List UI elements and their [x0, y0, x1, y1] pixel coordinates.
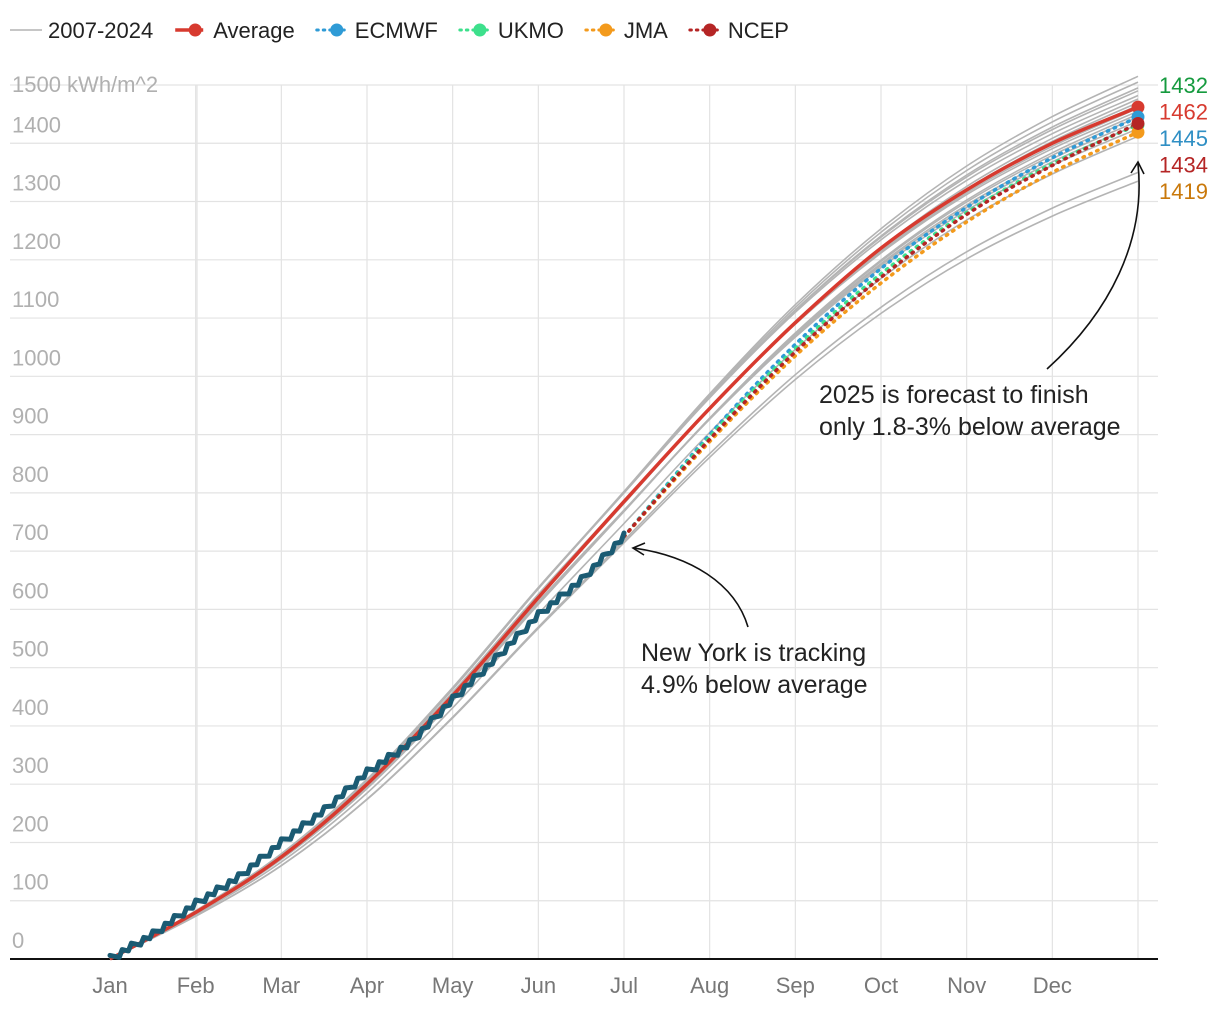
x-tick-label: Jul — [610, 973, 638, 998]
end-marker-average — [1131, 100, 1145, 114]
y-tick-label: 1200 — [12, 229, 61, 254]
legend-swatch-dot — [599, 23, 613, 37]
y-tick-label: 900 — [12, 404, 49, 429]
legend-label: Average — [213, 18, 295, 43]
y-tick-label: 300 — [12, 753, 49, 778]
legend-label: 2007-2024 — [48, 18, 153, 43]
x-tick-label: Apr — [350, 973, 384, 998]
legend-label: UKMO — [498, 18, 564, 43]
annotation-forecast-arrow — [1046, 163, 1140, 370]
annotation-tracking: New York is tracking 4.9% below average — [631, 542, 868, 699]
average-series-line — [109, 105, 1139, 961]
y-tick-label: 100 — [12, 870, 49, 895]
legend: 2007-2024 Average ECMWF UKMO JMA NCEP — [10, 18, 789, 43]
historical-year-line — [109, 135, 1139, 960]
y-axis-tick-labels: 0 100 200 300 400 500 600 700 800 900 1000 1100 1200… — [12, 112, 61, 953]
legend-swatch-dot — [473, 23, 487, 37]
legend-item-ukmo: UKMO — [458, 18, 564, 43]
end-label-1462: 1462 — [1159, 100, 1208, 125]
annotation-tracking-arrow — [633, 547, 749, 628]
y-tick-label: 500 — [12, 637, 49, 662]
y-tick-label: 200 — [12, 811, 49, 836]
y-tick-label: 1400 — [12, 112, 61, 137]
y-tick-label: 400 — [12, 695, 49, 720]
x-axis-tick-labels: Jan Feb Mar Apr May Jun Jul Aug Sep Oct Nov Dec — [92, 973, 1072, 998]
legend-item-ecmwf: ECMWF — [315, 18, 438, 43]
annotation-forecast-line1: 2025 is forecast to finish — [819, 381, 1089, 409]
x-tick-label: Mar — [262, 973, 300, 998]
x-tick-label: Nov — [947, 973, 986, 998]
legend-label: JMA — [624, 18, 668, 43]
annotation-forecast-arrowhead — [1130, 160, 1145, 175]
x-tick-label: Dec — [1033, 973, 1072, 998]
legend-item-jma: JMA — [584, 18, 668, 43]
legend-item-ncep: NCEP — [688, 18, 789, 43]
y-tick-label: 800 — [12, 462, 49, 487]
annotation-forecast-line2: only 1.8-3% below average — [819, 413, 1121, 441]
annotation-forecast: 2025 is forecast to finish only 1.8-3% b… — [819, 160, 1145, 441]
end-label-1432: 1432 — [1159, 73, 1208, 98]
annotation-tracking-arrowhead — [631, 542, 646, 556]
forecast-line-ecmwf — [622, 115, 1140, 539]
legend-item-average: Average — [175, 18, 295, 43]
legend-label: ECMWF — [355, 18, 438, 43]
x-tick-label: May — [432, 973, 474, 998]
y-axis-unit-label: 1500 kWh/m^2 — [12, 72, 158, 97]
average-line — [109, 105, 1139, 961]
legend-swatch-dot — [330, 23, 344, 37]
y-tick-label: 1100 — [12, 287, 59, 312]
x-tick-label: Oct — [864, 973, 898, 998]
vertical-gridlines — [195, 85, 1139, 959]
annotation-tracking-line1: New York is tracking — [641, 639, 866, 667]
x-tick-label: Feb — [177, 973, 215, 998]
end-point-markers — [1131, 100, 1145, 139]
end-label-1445: 1445 — [1159, 126, 1208, 151]
legend-swatch-dot — [703, 23, 717, 37]
x-tick-label: Jun — [521, 973, 556, 998]
y-tick-label: 1300 — [12, 171, 61, 196]
end-label-1434: 1434 — [1159, 153, 1208, 178]
y-tick-label: 600 — [12, 578, 49, 603]
historical-year-line — [109, 180, 1139, 960]
y-tick-label: 1000 — [12, 345, 61, 370]
end-marker-ncep — [1131, 116, 1145, 130]
y-tick-label: 0 — [12, 928, 24, 953]
x-tick-label: Jan — [92, 973, 127, 998]
y-tick-label: 700 — [12, 520, 49, 545]
observed-series-line — [107, 530, 627, 960]
legend-item-2007-2024: 2007-2024 — [10, 18, 153, 43]
observed-2025-line — [107, 530, 627, 960]
legend-label: NCEP — [728, 18, 789, 43]
x-tick-label: Aug — [690, 973, 729, 998]
forecast-line-ncep — [622, 121, 1140, 539]
end-label-1419: 1419 — [1159, 179, 1208, 204]
x-tick-label: Sep — [776, 973, 815, 998]
horizontal-gridlines — [10, 84, 1158, 960]
annotation-tracking-line2: 4.9% below average — [641, 671, 868, 699]
historical-year-line — [109, 94, 1139, 960]
forecast-lines — [622, 115, 1140, 539]
legend-swatch-dot — [188, 23, 202, 37]
